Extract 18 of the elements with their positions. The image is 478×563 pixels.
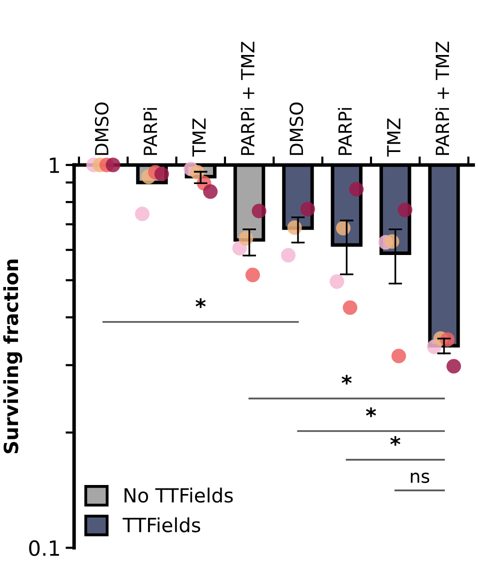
y-axis-title: Surviving fraction <box>3 260 22 454</box>
annotation: * <box>366 407 376 418</box>
y-tick-label: 0.1 <box>29 540 59 556</box>
x-tick-label: DMSO <box>94 102 109 155</box>
legend-label: TTFields <box>122 517 200 532</box>
x-tick-label: TMZ <box>387 118 400 157</box>
x-tick-label: PARPi <box>338 108 352 155</box>
y-tick-label: 1 <box>50 158 59 173</box>
x-tick-label: PARPi + TMZ <box>240 42 254 155</box>
x-tick-label: TMZ <box>192 118 206 157</box>
x-tick-label: DMSO <box>290 102 304 155</box>
annotation: * <box>390 436 400 446</box>
x-tick-label: PARPi <box>143 108 157 155</box>
x-tick-label: PARPi + TMZ <box>435 42 449 155</box>
annotation: * <box>196 298 206 308</box>
legend-label: No TTFields <box>124 488 233 503</box>
annotation: ns <box>410 472 430 484</box>
annotation: * <box>342 374 352 385</box>
